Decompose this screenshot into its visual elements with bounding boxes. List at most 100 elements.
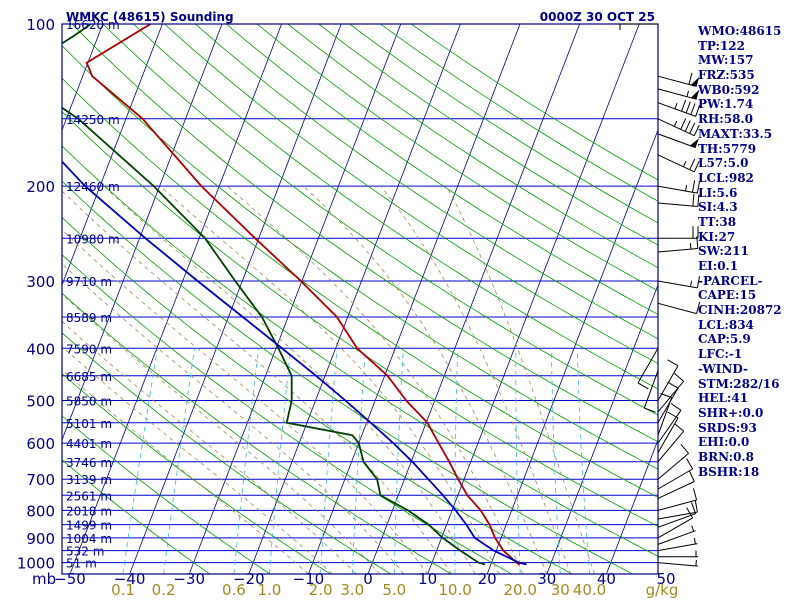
mixing-ratio-tick-label: 30 <box>551 581 570 599</box>
wind-barb-full <box>691 502 697 514</box>
isotherm-line <box>0 24 43 574</box>
dry-adiabat-line <box>62 77 658 498</box>
wind-barb <box>657 458 694 490</box>
wind-barb <box>657 502 697 528</box>
dry-adiabat-line <box>164 24 658 365</box>
moist-adiabat-line <box>159 185 500 574</box>
wind-barb-full <box>697 194 700 207</box>
wind-barb <box>657 443 689 480</box>
mixing-ratio-line <box>163 348 195 574</box>
height-label: 532 m <box>66 545 104 559</box>
isotherm-line <box>62 24 163 287</box>
height-label: 14250 m <box>66 113 120 127</box>
wind-barb-half <box>690 280 692 287</box>
temperature-tick-label: −10 <box>293 570 325 588</box>
wind-barb-full <box>689 122 696 134</box>
index-item: SW:211 <box>698 244 749 259</box>
chart-time: 0000Z 30 OCT 25 <box>540 10 655 24</box>
wind-barb-full <box>674 423 685 432</box>
wind-barb <box>657 538 698 552</box>
wind-barb-staff <box>657 468 693 490</box>
isotherm-line <box>62 24 223 441</box>
wind-barb <box>658 550 698 558</box>
wind-barb <box>657 507 694 539</box>
wind-barb-flag <box>690 89 700 100</box>
grid-lines <box>0 24 658 574</box>
wind-barb <box>657 154 700 173</box>
dry-adiabat-line <box>102 24 658 416</box>
wind-barb-staff <box>657 380 685 413</box>
temperature-tick-label: 50 <box>656 570 675 588</box>
wind-barb-full <box>692 194 695 207</box>
mixing-ratio-tick-label: 20.0 <box>503 581 536 599</box>
temperature-tick-label: 30 <box>537 570 556 588</box>
dry-adiabat-line <box>195 24 658 340</box>
wind-barb-staff <box>657 481 695 499</box>
mixing-ratio-tick-label: 10.0 <box>438 581 471 599</box>
wind-barb <box>657 236 699 253</box>
pressure-unit-label: mb <box>32 570 56 588</box>
isotherm-line <box>546 283 658 574</box>
pressure-tick-label: 700 <box>26 471 55 489</box>
wind-barb-staff <box>657 154 695 173</box>
height-label: 5101 m <box>66 417 112 431</box>
index-item: MAXT:33.5 <box>698 126 773 141</box>
wind-barb-half <box>673 120 678 127</box>
height-label: 6685 m <box>66 370 112 384</box>
mixing-ratio-tick-label: 0.6 <box>222 581 246 599</box>
moist-adiabat-line <box>62 345 333 574</box>
mixing-ratio-tick-label: 2.0 <box>309 581 333 599</box>
isotherm-line <box>367 24 580 574</box>
dry-adiabat-line <box>62 254 512 574</box>
wind-barb-flag <box>690 76 700 87</box>
pressure-tick-label: 500 <box>26 393 55 411</box>
pressure-tick-label: 100 <box>26 16 55 34</box>
mixing-ratio-unit-label: g/kg <box>646 581 679 599</box>
pressure-tick-label: 400 <box>26 340 55 358</box>
height-label: 12460 m <box>66 180 120 194</box>
wind-barb-staff <box>657 513 696 528</box>
temperature-tick-label: 40 <box>597 570 616 588</box>
wind-barb <box>657 525 696 545</box>
isotherm-line <box>188 24 402 574</box>
wind-barb-full <box>690 103 696 115</box>
chart-title: WMKC (48615) Sounding <box>66 10 234 24</box>
index-item: LI:5.6 <box>698 185 738 200</box>
moist-adiabat-line <box>103 185 476 574</box>
wind-barb-half <box>685 185 688 192</box>
index-item: CAP:5.9 <box>698 332 751 347</box>
wind-barb-half <box>682 161 687 167</box>
index-item: -WIND- <box>698 361 748 376</box>
wind-barb-full <box>689 158 696 170</box>
wind-barb <box>657 118 700 137</box>
wind-barb <box>657 559 698 567</box>
dry-adiabat-line <box>62 180 633 574</box>
sounding-indices: WMO:48615 TP:122 MW:157 FRZ:535 WB0:592 PW:1.… <box>698 24 798 479</box>
index-item: STM:282/16 <box>698 376 780 391</box>
index-item: EHI:0.0 <box>698 435 750 450</box>
dry-adiabat-line <box>287 24 658 269</box>
dry-adiabat-line <box>62 45 658 470</box>
axis-labels: 0.1 0.2 0.6 1.0 2.0 3.0 5.0 10.0 20.0 30 40.0 g/kg1… <box>17 16 679 599</box>
height-label: 3746 m <box>66 456 112 470</box>
wind-barb-full <box>644 407 656 413</box>
wind-barb <box>657 423 685 463</box>
mixing-ratio-tick-label: 3.0 <box>340 581 364 599</box>
wind-barb-full <box>674 373 685 382</box>
height-label: 2561 m <box>66 489 112 503</box>
height-label: 51 m <box>66 557 97 571</box>
index-item: MW:157 <box>698 53 754 68</box>
wind-barb-staff <box>657 410 682 444</box>
isotherm-line <box>69 24 282 574</box>
dry-adiabat-line <box>62 459 210 574</box>
wind-barb-flag <box>689 138 699 148</box>
wind-barb-half <box>689 243 692 250</box>
wind-barb <box>658 226 699 239</box>
wind-barb <box>657 133 699 149</box>
dry-adiabat-line <box>62 415 271 574</box>
wind-barb <box>637 348 659 390</box>
moist-adiabat-line <box>226 185 524 574</box>
temperature-tick-label: 10 <box>418 570 437 588</box>
wind-barb-half <box>686 90 689 97</box>
